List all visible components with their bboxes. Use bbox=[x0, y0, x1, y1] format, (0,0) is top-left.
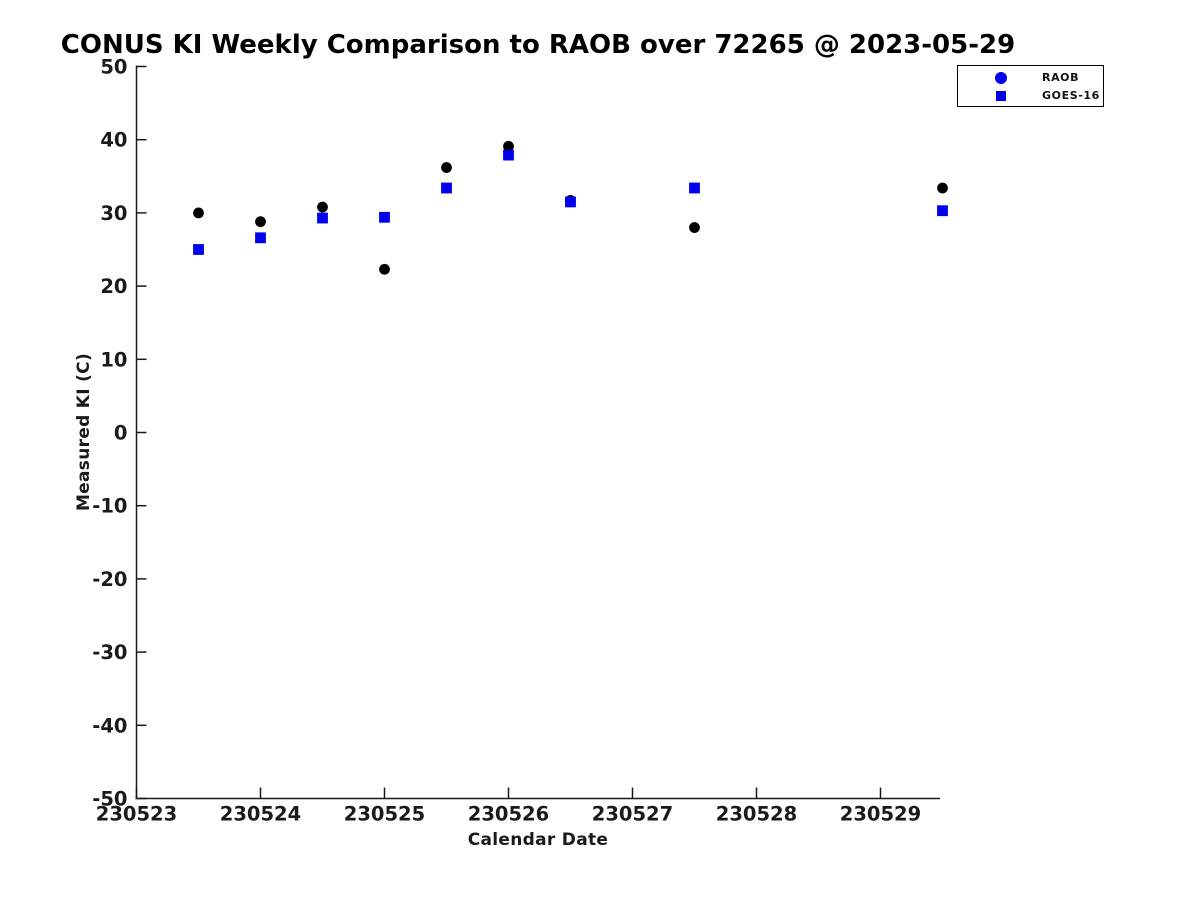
goes-16-marker bbox=[937, 205, 948, 217]
y-tick-label: 30 bbox=[100, 202, 127, 225]
legend-square-icon bbox=[996, 90, 1006, 101]
goes-16-marker bbox=[441, 182, 452, 194]
legend-label: RAOB bbox=[1042, 71, 1080, 84]
y-tick-label: -10 bbox=[92, 495, 127, 518]
x-axis-label: Calendar Date bbox=[467, 830, 609, 850]
y-tick-label: 10 bbox=[100, 348, 127, 371]
y-tick-label: 0 bbox=[114, 422, 128, 445]
y-tick-label: -40 bbox=[92, 714, 127, 737]
raob-marker bbox=[379, 263, 390, 275]
goes-16-marker bbox=[379, 211, 390, 223]
y-tick-label: -30 bbox=[92, 641, 127, 664]
y-tick-label: -50 bbox=[92, 788, 127, 811]
x-tick-label: 230523 bbox=[96, 803, 177, 826]
y-tick-label: 20 bbox=[100, 275, 127, 298]
goes-16-marker bbox=[503, 149, 514, 161]
raob-marker bbox=[689, 222, 700, 233]
legend-label: GOES-16 bbox=[1042, 89, 1100, 102]
raob-marker bbox=[317, 201, 328, 213]
raob-marker bbox=[255, 216, 266, 228]
legend-entry-raob: RAOB bbox=[958, 70, 1103, 85]
y-tick-label: 50 bbox=[100, 56, 127, 79]
raob-marker bbox=[937, 182, 948, 194]
goes-16-marker bbox=[689, 182, 700, 194]
x-tick-label: 230527 bbox=[592, 803, 673, 826]
legend: RAOB GOES-16 bbox=[957, 65, 1104, 107]
goes-16-marker bbox=[193, 244, 204, 255]
y-tick-label: -20 bbox=[92, 568, 127, 591]
x-tick-label: 230528 bbox=[716, 803, 797, 826]
goes-16-marker bbox=[255, 232, 266, 244]
legend-circle-icon bbox=[995, 71, 1007, 84]
raob-marker bbox=[503, 140, 514, 152]
x-tick-label: 230526 bbox=[468, 803, 549, 826]
chart-title: CONUS KI Weekly Comparison to RAOB over … bbox=[60, 30, 1016, 60]
y-axis-label: Measured KI (C) bbox=[74, 352, 94, 512]
raob-marker bbox=[441, 162, 452, 173]
goes-16-marker bbox=[565, 196, 576, 208]
goes-16-marker bbox=[317, 212, 328, 224]
y-tick-label: 40 bbox=[100, 129, 127, 152]
raob-marker bbox=[193, 207, 204, 219]
legend-entry-goes-16: GOES-16 bbox=[958, 88, 1103, 103]
x-tick-label: 230525 bbox=[344, 803, 425, 826]
x-tick-label: 230524 bbox=[220, 803, 301, 826]
x-tick-label: 230529 bbox=[840, 803, 921, 826]
